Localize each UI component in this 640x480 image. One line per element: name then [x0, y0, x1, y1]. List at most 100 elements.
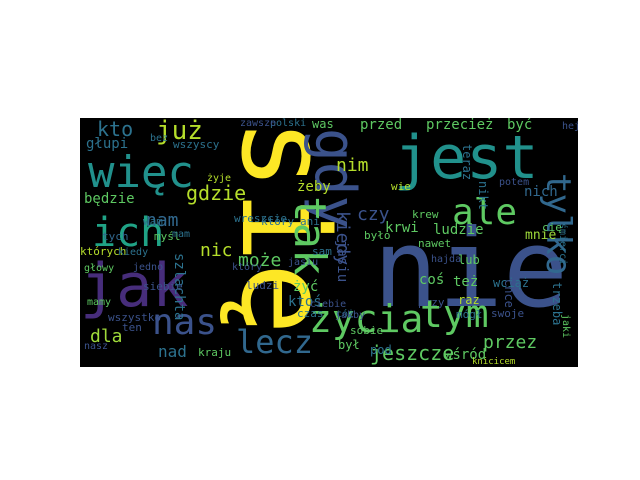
cloud-word: coś [419, 272, 445, 288]
cloud-word: gdzie [186, 181, 247, 205]
cloud-word: który [261, 215, 295, 228]
cloud-word: mamy [87, 297, 112, 308]
cloud-word: kto [97, 118, 134, 141]
cloud-word: ani [300, 215, 320, 228]
cloud-word: mógł [456, 308, 483, 321]
cloud-word: kiedy [332, 211, 353, 266]
cloud-word: hajda [431, 254, 462, 265]
cloud-word: trzeba [550, 282, 564, 326]
cloud-word: myśl [154, 230, 181, 243]
cloud-word: wie [391, 180, 411, 193]
cloud-word: ciebie [310, 299, 347, 310]
cloud-word: jeszcze [370, 341, 455, 365]
cloud-word: raz [458, 293, 480, 307]
cloud-word: cię [542, 221, 562, 234]
cloud-word: jak [80, 251, 189, 321]
cloud-word: więc [88, 147, 194, 198]
cloud-word: polski [270, 118, 307, 129]
cloud-word: cóż [336, 309, 355, 320]
cloud-word: ten [122, 321, 142, 334]
cloud-word: nad [158, 342, 187, 361]
cloud-word: jedno [133, 262, 164, 273]
cloud-word: dla [90, 326, 123, 347]
cloud-word: jaki [560, 314, 571, 339]
cloud-word: głupi [86, 136, 129, 152]
cloud-word: śmierci [557, 223, 568, 266]
cloud-word: lub [458, 253, 480, 267]
cloud-word: był [338, 338, 360, 352]
cloud-word: wszystko [108, 311, 161, 324]
cloud-word: tych [102, 230, 129, 243]
cloud-word: czy [357, 204, 390, 225]
cloud-word: jakby [335, 310, 366, 321]
cloud-word: nich [524, 184, 558, 200]
cloud-word: było [364, 229, 391, 242]
cloud-word: kraju [198, 346, 232, 359]
cloud-word: będzie [84, 191, 135, 207]
cloud-word: też [453, 274, 479, 290]
cloud-word: przed [360, 118, 403, 133]
cloud-word: tym [420, 292, 489, 336]
cloud-word: chce [502, 279, 516, 308]
cloud-word: teraz [460, 144, 474, 181]
cloud-word: ludzie [433, 222, 484, 238]
cloud-word: być [507, 118, 533, 133]
cloud-word: żeby [297, 179, 331, 195]
cloud-word: mam [172, 229, 191, 240]
cloud-word: sam [312, 245, 332, 258]
cloud-word: życia [309, 297, 424, 341]
cloud-word: wreszcie [234, 212, 287, 225]
cloud-word: siebie [143, 280, 183, 293]
cloud-word: jest [394, 123, 539, 193]
cloud-word: może [238, 250, 282, 271]
cloud-word: tylko [538, 173, 578, 276]
cloud-word: swoje [491, 307, 525, 320]
cloud-word: żyć [293, 279, 319, 295]
cloud-word: głowy [84, 263, 115, 274]
cloud-word: szlachta [171, 253, 187, 321]
cloud-word: ich [92, 210, 165, 256]
cloud-word: się [214, 118, 353, 335]
cloud-word: lecz [236, 323, 314, 361]
cloud-word: nasz [84, 341, 109, 352]
cloud-word: żyje [207, 173, 232, 184]
cloud-word: nikt [476, 181, 490, 210]
cloud-word: przy [418, 296, 445, 309]
cloud-word: wśród [444, 347, 487, 363]
cloud-word: sobie [350, 324, 384, 337]
cloud-word: ludzi [246, 279, 280, 292]
cloud-word: nawet [418, 237, 452, 250]
cloud-word: krew [412, 208, 439, 221]
cloud-word: potem [499, 177, 530, 188]
cloud-word: nas [152, 302, 218, 343]
cloud-word: kiedy [118, 247, 149, 258]
cloud-word: który [232, 262, 263, 273]
cloud-word: nim [336, 155, 369, 176]
cloud-word: jasiu [288, 257, 319, 268]
cloud-word: was [312, 118, 334, 131]
cloud-word: wciąż [493, 276, 530, 290]
cloud-word: wszyscy [173, 138, 220, 151]
cloud-word: których [80, 245, 127, 258]
cloud-word: ale [452, 192, 518, 233]
cloud-word: przecież [426, 118, 494, 133]
cloud-word: pod [370, 343, 392, 357]
cloud-word: bez [150, 133, 169, 144]
cloud-word: knicicem [472, 357, 516, 367]
cloud-word: nic [200, 240, 233, 261]
cloud-word: ktoś [288, 294, 322, 310]
cloud-word: już [156, 118, 203, 146]
cloud-word: wam [143, 215, 163, 228]
cloud-word: mnie [525, 228, 557, 243]
cloud-word: jasiu [334, 240, 350, 283]
cloud-word: zawsze [240, 118, 277, 129]
cloud-word: czas [297, 307, 324, 320]
cloud-word: tak [284, 196, 335, 276]
word-cloud: się nie jest jak więc gdy życia tym ich ale tak nas… [80, 118, 578, 367]
cloud-word: przez [483, 332, 538, 353]
cloud-word: gdy [302, 128, 367, 230]
cloud-word: krwi [385, 220, 419, 236]
cloud-word: nam [146, 210, 179, 231]
cloud-word: hej [562, 121, 578, 132]
